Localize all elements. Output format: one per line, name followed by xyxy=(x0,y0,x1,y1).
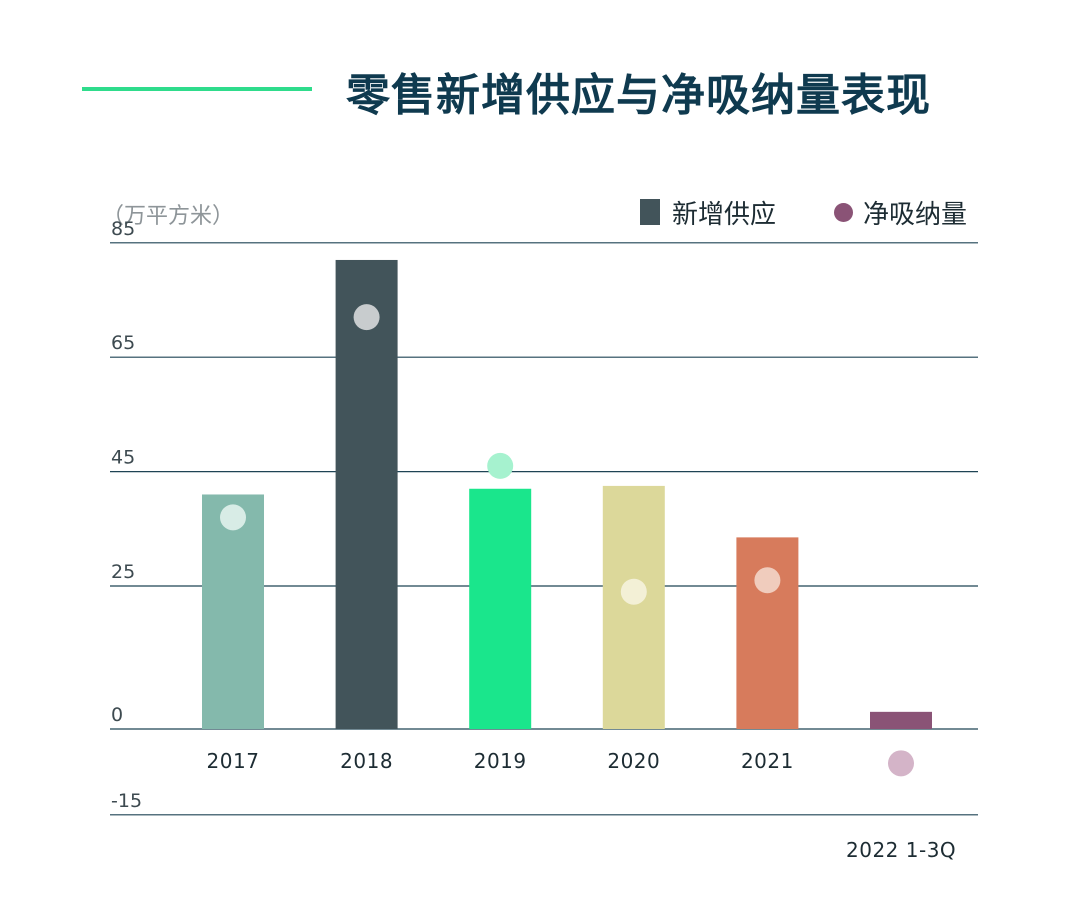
x-category-label: 2019 xyxy=(474,749,527,773)
y-tick-label: 0 xyxy=(111,704,123,726)
y-tick-label: 25 xyxy=(111,561,135,583)
absorption-dot xyxy=(888,750,914,777)
x-category-label: 2020 xyxy=(607,749,660,773)
y-axis-unit-label: （万平方米） xyxy=(102,204,235,229)
y-tick-label: 65 xyxy=(111,332,135,354)
x-category-label: 2021 xyxy=(741,749,794,773)
y-tick-label: 85 xyxy=(111,218,135,240)
absorption-dot xyxy=(754,567,781,594)
absorption-dot xyxy=(220,504,246,531)
y-tick-label: -15 xyxy=(111,790,142,812)
supply-bar xyxy=(469,488,532,729)
supply-bar xyxy=(736,537,799,729)
chart-title: 零售新增供应与净吸纳量表现 xyxy=(346,70,931,121)
absorption-dot xyxy=(487,452,514,479)
y-tick-label: 45 xyxy=(111,447,135,469)
supply-bar xyxy=(202,494,264,729)
legend-item-absorption: 净吸纳量 xyxy=(834,194,967,230)
legend-label-absorption: 净吸纳量 xyxy=(863,199,968,230)
supply-bar xyxy=(870,711,932,729)
supply-bar xyxy=(335,259,398,729)
supply-bar xyxy=(602,485,665,729)
absorption-dot xyxy=(353,304,380,331)
legend-swatch-square xyxy=(640,199,660,225)
x-category-label: 2018 xyxy=(340,749,393,773)
legend-item-supply: 新增供应 xyxy=(640,194,776,230)
x-category-label: 2017 xyxy=(207,749,260,773)
absorption-dot xyxy=(620,578,647,605)
legend-swatch-dot xyxy=(834,202,853,222)
title-accent-line xyxy=(82,87,312,91)
last-category-footnote: 2022 1-3Q xyxy=(846,838,957,862)
legend-label-supply: 新增供应 xyxy=(672,199,777,230)
